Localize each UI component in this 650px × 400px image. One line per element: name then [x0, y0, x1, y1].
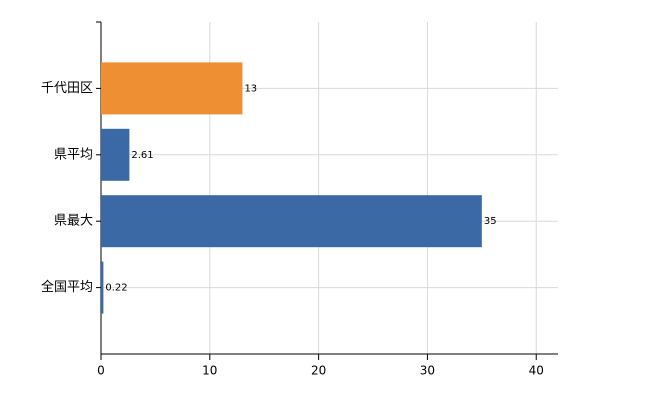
y-tick-label: 全国平均	[41, 279, 93, 295]
value-label: 2.61	[131, 150, 153, 161]
bar	[101, 128, 130, 181]
y-tick-label: 千代田区	[41, 81, 93, 96]
value-label: 35	[484, 216, 497, 227]
value-label: 13	[244, 83, 257, 94]
bar	[101, 195, 482, 248]
value-label: 0.22	[105, 283, 127, 294]
x-tick-label: 0	[97, 364, 105, 378]
bar	[101, 261, 104, 314]
y-tick-label: 県最大	[54, 214, 93, 229]
y-tick-label: 県平均	[54, 147, 93, 162]
x-tick-label: 30	[420, 364, 435, 378]
x-tick-label: 40	[529, 364, 544, 378]
x-tick-label: 20	[311, 364, 326, 378]
bar	[101, 62, 243, 115]
x-tick-label: 10	[202, 364, 217, 378]
